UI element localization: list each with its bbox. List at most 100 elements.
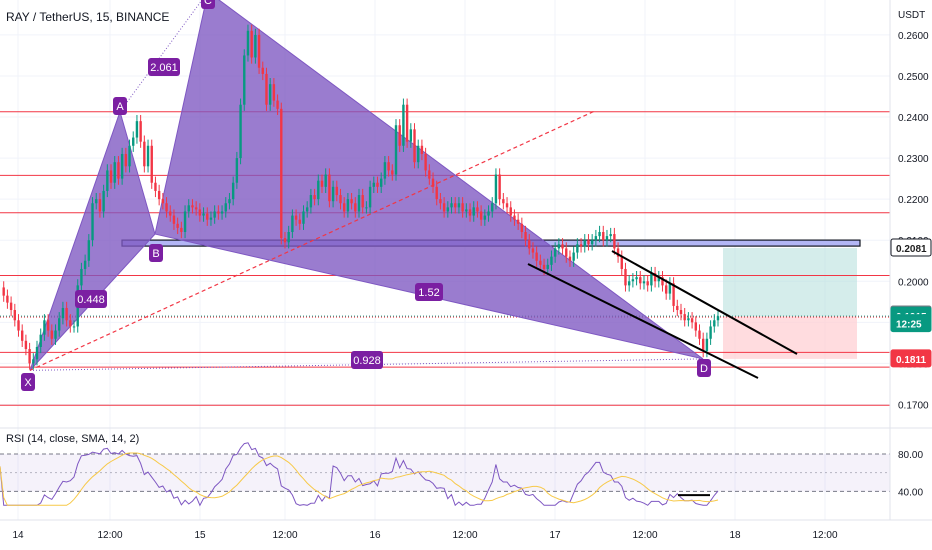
candle-body: [642, 281, 646, 284]
rsi-band-fill: [0, 454, 890, 492]
candle-body: [383, 162, 387, 179]
candle-body: [627, 281, 631, 286]
candle-body: [220, 211, 224, 214]
candle-body: [716, 316, 720, 321]
candle-body: [305, 207, 309, 212]
y-tick-label: 0.2000: [898, 277, 929, 288]
candle-body: [631, 279, 635, 282]
candle-body: [32, 359, 35, 364]
candle-body: [372, 182, 376, 187]
candle-body: [313, 195, 316, 200]
candle-body: [450, 203, 453, 208]
y-tick-label: 0.1700: [898, 400, 929, 411]
candle-body: [39, 334, 42, 347]
candle-body: [598, 232, 601, 237]
price-axis[interactable]: USDT0.17000.18000.19000.20000.21000.2200…: [890, 10, 932, 498]
candle-body: [91, 203, 94, 241]
candle-body: [539, 260, 542, 265]
candle-body: [231, 182, 235, 200]
candle-body: [24, 340, 28, 350]
candle-body: [50, 330, 54, 339]
candle-body: [590, 240, 594, 245]
candle-body: [280, 108, 283, 239]
candle-body: [709, 326, 712, 339]
candle-body: [616, 248, 620, 257]
candle-body: [276, 100, 279, 109]
candle-body: [502, 199, 505, 204]
candle-body: [668, 283, 672, 294]
price-label-text: 12:25: [896, 320, 922, 331]
candle-body: [320, 180, 324, 187]
candle-body: [376, 182, 379, 187]
candle-body: [109, 170, 113, 183]
candle-body: [132, 137, 135, 146]
time-axis[interactable]: 14 12:00 15 12:00 16 12:00 17 12:00 18 12:00: [12, 530, 838, 541]
candle-body: [291, 215, 294, 233]
rsi-sma-line: [0, 452, 719, 506]
candle-body: [146, 145, 150, 167]
point-d-label: D: [700, 363, 708, 375]
channel-upper-line: [611, 250, 798, 355]
candle-body: [176, 223, 179, 228]
x-tick-label: 18: [729, 530, 741, 541]
candle-body: [439, 199, 442, 204]
ratio-xb-label: 0.448: [77, 294, 105, 306]
trend-channel: [527, 250, 798, 379]
y-tick-label: 0.2500: [898, 72, 929, 83]
candle-body: [35, 346, 39, 360]
candle-body: [694, 322, 697, 331]
candle-body: [413, 129, 416, 163]
candle-body: [342, 203, 346, 212]
y-tick-label: 0.2600: [898, 31, 929, 42]
candle-body: [294, 215, 298, 220]
candle-body: [579, 244, 583, 247]
x-tick-label: 12:00: [272, 530, 297, 541]
candle-body: [435, 186, 438, 200]
candle-body: [354, 203, 357, 212]
candle-body: [391, 170, 394, 175]
candle-body: [350, 199, 353, 204]
candle-body: [690, 318, 694, 323]
candle-body: [705, 338, 709, 352]
point-x-label: X: [24, 377, 32, 389]
price-label-box: [890, 349, 932, 368]
point-d-label-bg: [697, 359, 711, 377]
candle-body: [298, 219, 301, 224]
candle-body: [398, 125, 401, 146]
rsi-tick-label: 80.00: [898, 450, 923, 461]
candle-body: [380, 178, 383, 187]
candle-body: [154, 182, 157, 191]
candle-body: [46, 320, 50, 331]
candle-body: [542, 264, 546, 269]
candle-body: [528, 240, 531, 249]
price-label-box: [890, 314, 932, 333]
candle-body: [431, 178, 435, 187]
loss-zone: [723, 316, 857, 359]
x-tick-label: 12:00: [812, 530, 837, 541]
candle-body: [157, 190, 161, 200]
position-zones: [723, 248, 857, 359]
candle-body: [106, 170, 109, 191]
candle-body: [672, 283, 675, 306]
candle-body: [61, 307, 65, 319]
candle-body: [161, 199, 165, 204]
xb-extension-line: [29, 110, 596, 371]
candle-body: [509, 207, 512, 216]
candle-body: [661, 277, 664, 286]
candle-body: [609, 234, 612, 237]
candle-body: [180, 227, 183, 233]
candle-body: [505, 203, 509, 208]
candle-body: [183, 211, 187, 233]
candle-body: [21, 330, 24, 341]
candle-body: [472, 207, 475, 216]
chart-title: RAY / TetherUS, 15, BINANCE: [6, 10, 170, 24]
x-tick-label: 12:00: [97, 530, 122, 541]
candle-body: [461, 203, 464, 212]
candle-body: [187, 205, 190, 212]
candle-body: [2, 287, 5, 296]
x-tick-label: 14: [12, 530, 24, 541]
candle-body: [198, 209, 202, 216]
candle-body: [217, 211, 220, 214]
candle-body: [687, 318, 690, 321]
